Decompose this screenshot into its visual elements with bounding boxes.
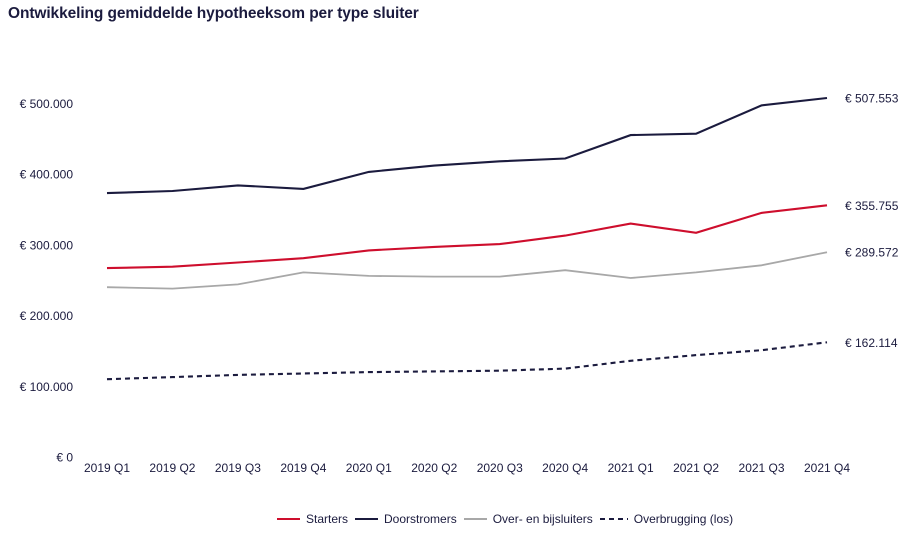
legend-item-doorstromers: Doorstromers: [355, 512, 457, 526]
legend-swatch-doorstromers-icon: [355, 518, 379, 520]
y-axis-label: € 300.000: [20, 238, 74, 252]
legend-label-over-en-bijsluiters: Over- en bijsluiters: [492, 512, 593, 526]
x-axis-label: 2019 Q4: [280, 461, 326, 475]
legend-label-overbrugging-los: Overbrugging (los): [633, 512, 734, 526]
series-end-label-overbrugging-los: € 162.114: [845, 336, 898, 350]
y-axis-label: € 0: [56, 451, 73, 465]
x-axis-label: 2021 Q4: [804, 461, 850, 475]
legend-item-overbrugging-los: Overbrugging (los): [599, 512, 734, 526]
y-axis-label: € 100.000: [20, 380, 74, 394]
legend-item-starters: Starters: [277, 512, 348, 526]
y-axis-label: € 400.000: [20, 168, 74, 182]
x-axis-label: 2020 Q4: [542, 461, 588, 475]
legend-item-over-en-bijsluiters: Over- en bijsluiters: [463, 512, 593, 526]
x-axis-label: 2019 Q2: [149, 461, 195, 475]
x-axis-label: 2020 Q1: [346, 461, 392, 475]
y-axis-label: € 200.000: [20, 309, 74, 323]
series-line-over-en-bijsluiters: [106, 251, 828, 290]
series-end-label-starters: € 355.755: [845, 199, 899, 213]
legend-label-starters: Starters: [306, 512, 349, 526]
series-line-overbrugging-los: [106, 341, 828, 381]
x-axis-label: 2021 Q1: [608, 461, 654, 475]
x-axis-label: 2020 Q2: [411, 461, 457, 475]
x-axis-label: 2021 Q3: [739, 461, 785, 475]
series-end-label-doorstromers: € 507.553: [845, 91, 899, 105]
legend: Starters Doorstromers Over- en bijsluiters…: [277, 510, 733, 528]
series-line-doorstromers: [106, 96, 828, 195]
x-axis-label: 2020 Q3: [477, 461, 523, 475]
x-axis-label: 2021 Q2: [673, 461, 719, 475]
y-axis-label: € 500.000: [20, 97, 74, 111]
legend-swatch-starters-icon: [277, 518, 300, 520]
legend-swatch-over-en-bijsluiters-icon: [463, 518, 487, 520]
legend-swatch-overbrugging-los-icon: [599, 518, 628, 520]
series-end-label-over-en-bijsluiters: € 289.572: [845, 246, 899, 260]
series-line-starters: [106, 204, 828, 270]
x-axis-label: 2019 Q1: [84, 461, 130, 475]
legend-label-doorstromers: Doorstromers: [384, 512, 457, 526]
chart-title: Ontwikkeling gemiddelde hypotheeksom per…: [8, 5, 419, 22]
x-axis-label: 2019 Q3: [215, 461, 261, 475]
